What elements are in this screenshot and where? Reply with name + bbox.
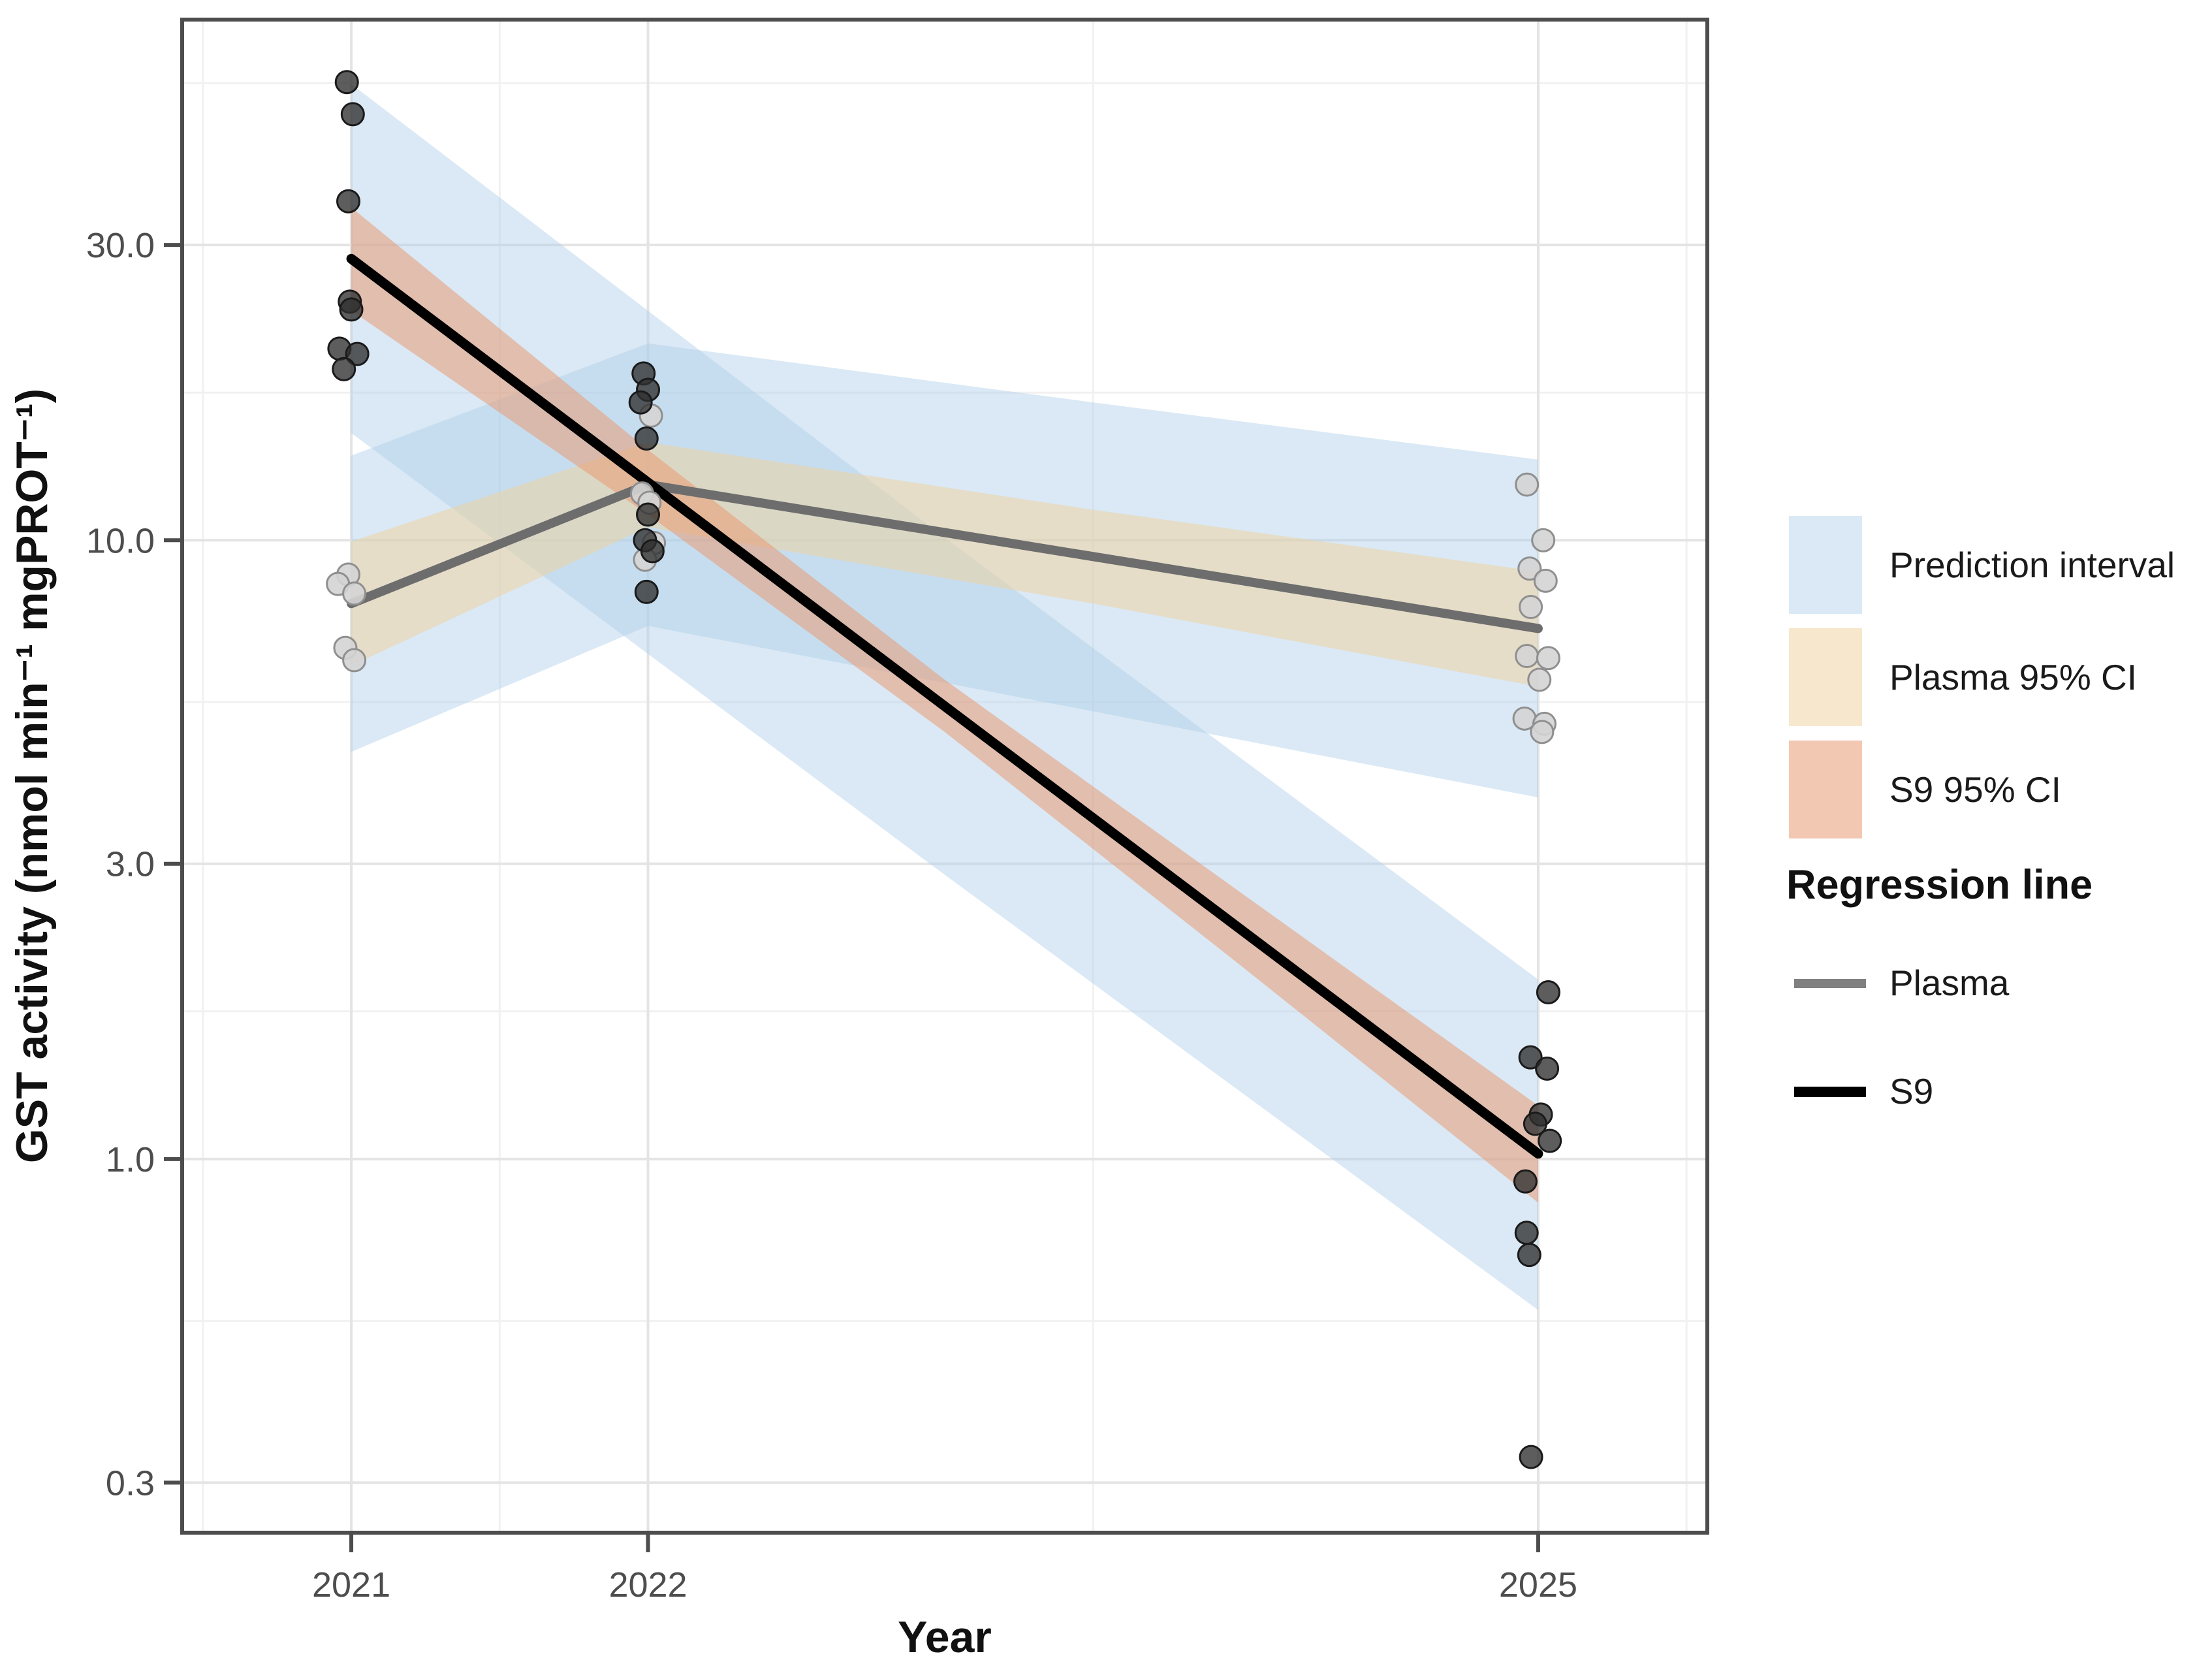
s9-point	[1517, 1243, 1541, 1268]
plasma-point	[1531, 528, 1556, 552]
s9-ci-swatch	[1789, 741, 1862, 838]
prediction-interval-swatch	[1789, 516, 1862, 614]
s9-point	[1535, 1056, 1560, 1081]
s9-point	[1523, 1111, 1547, 1136]
plasma-point	[1519, 595, 1543, 620]
minor-gridlines	[182, 20, 1707, 1533]
y-axis-title: GST activity (nmol min⁻¹ mgPROT⁻¹)	[7, 389, 57, 1163]
x-tick-label: 2022	[608, 1565, 687, 1605]
line-legend: Regression line Plasma S9	[1786, 862, 2093, 1111]
legend-label-prediction-interval: Prediction interval	[1889, 545, 2175, 585]
s9-point	[332, 357, 356, 381]
plasma-point	[1536, 646, 1560, 671]
fill-legend: Prediction interval Plasma 95% CI S9 95%…	[1789, 516, 2175, 838]
plasma-point	[342, 648, 367, 673]
legend-label-plasma-ci: Plasma 95% CI	[1889, 657, 2137, 697]
s9-point	[339, 297, 364, 322]
plasma-point	[1530, 720, 1555, 744]
s9-point	[640, 539, 665, 564]
s9-point	[1518, 1045, 1543, 1070]
plasma-point	[1533, 568, 1558, 593]
legend-label-s9-ci: S9 95% CI	[1889, 769, 2061, 810]
plasma-point	[1517, 556, 1542, 581]
panel-border	[180, 18, 1709, 1535]
data-points	[326, 70, 1562, 1469]
s9-regression-line	[346, 253, 1543, 1159]
y-tick-label: 3.0	[106, 845, 155, 884]
y-tick-label: 0.3	[106, 1463, 155, 1503]
s9-point	[334, 70, 359, 95]
plasma-point	[342, 581, 367, 606]
x-axis-title: Year	[898, 1612, 992, 1662]
s9-point	[628, 390, 653, 415]
y-tick-label: 10.0	[86, 521, 155, 560]
s9-point	[1514, 1221, 1539, 1245]
line-legend-title: Regression line	[1786, 862, 2093, 908]
y-tick-label: 1.0	[106, 1140, 155, 1179]
y-tick-label: 30.0	[86, 226, 155, 265]
s9-point	[1536, 980, 1560, 1004]
s9-point	[336, 189, 361, 214]
x-tick-label: 2025	[1499, 1565, 1577, 1605]
s9-point	[340, 102, 365, 127]
plasma-point	[1527, 667, 1552, 692]
s9-point	[1519, 1445, 1543, 1469]
s9-point	[345, 342, 370, 366]
plasma-ci-swatch	[1789, 628, 1862, 726]
plasma-point	[1515, 644, 1540, 669]
s9-point	[634, 579, 659, 604]
confidence-bands	[351, 84, 1538, 1311]
plasma-point	[1515, 472, 1540, 497]
x-tick-label: 2021	[312, 1565, 390, 1605]
axis-ticks	[164, 243, 1540, 1552]
s9-point	[634, 426, 659, 451]
legend-label-plasma: Plasma	[1889, 963, 2010, 1003]
s9-point	[1513, 1169, 1538, 1194]
axis-tick-labels: 30.0 10.0 3.0 1.0 0.3 2021 2022 2025	[86, 226, 1577, 1605]
s9-point	[636, 502, 661, 527]
legend-label-s9: S9	[1889, 1071, 1933, 1111]
s9-point	[1538, 1128, 1562, 1153]
